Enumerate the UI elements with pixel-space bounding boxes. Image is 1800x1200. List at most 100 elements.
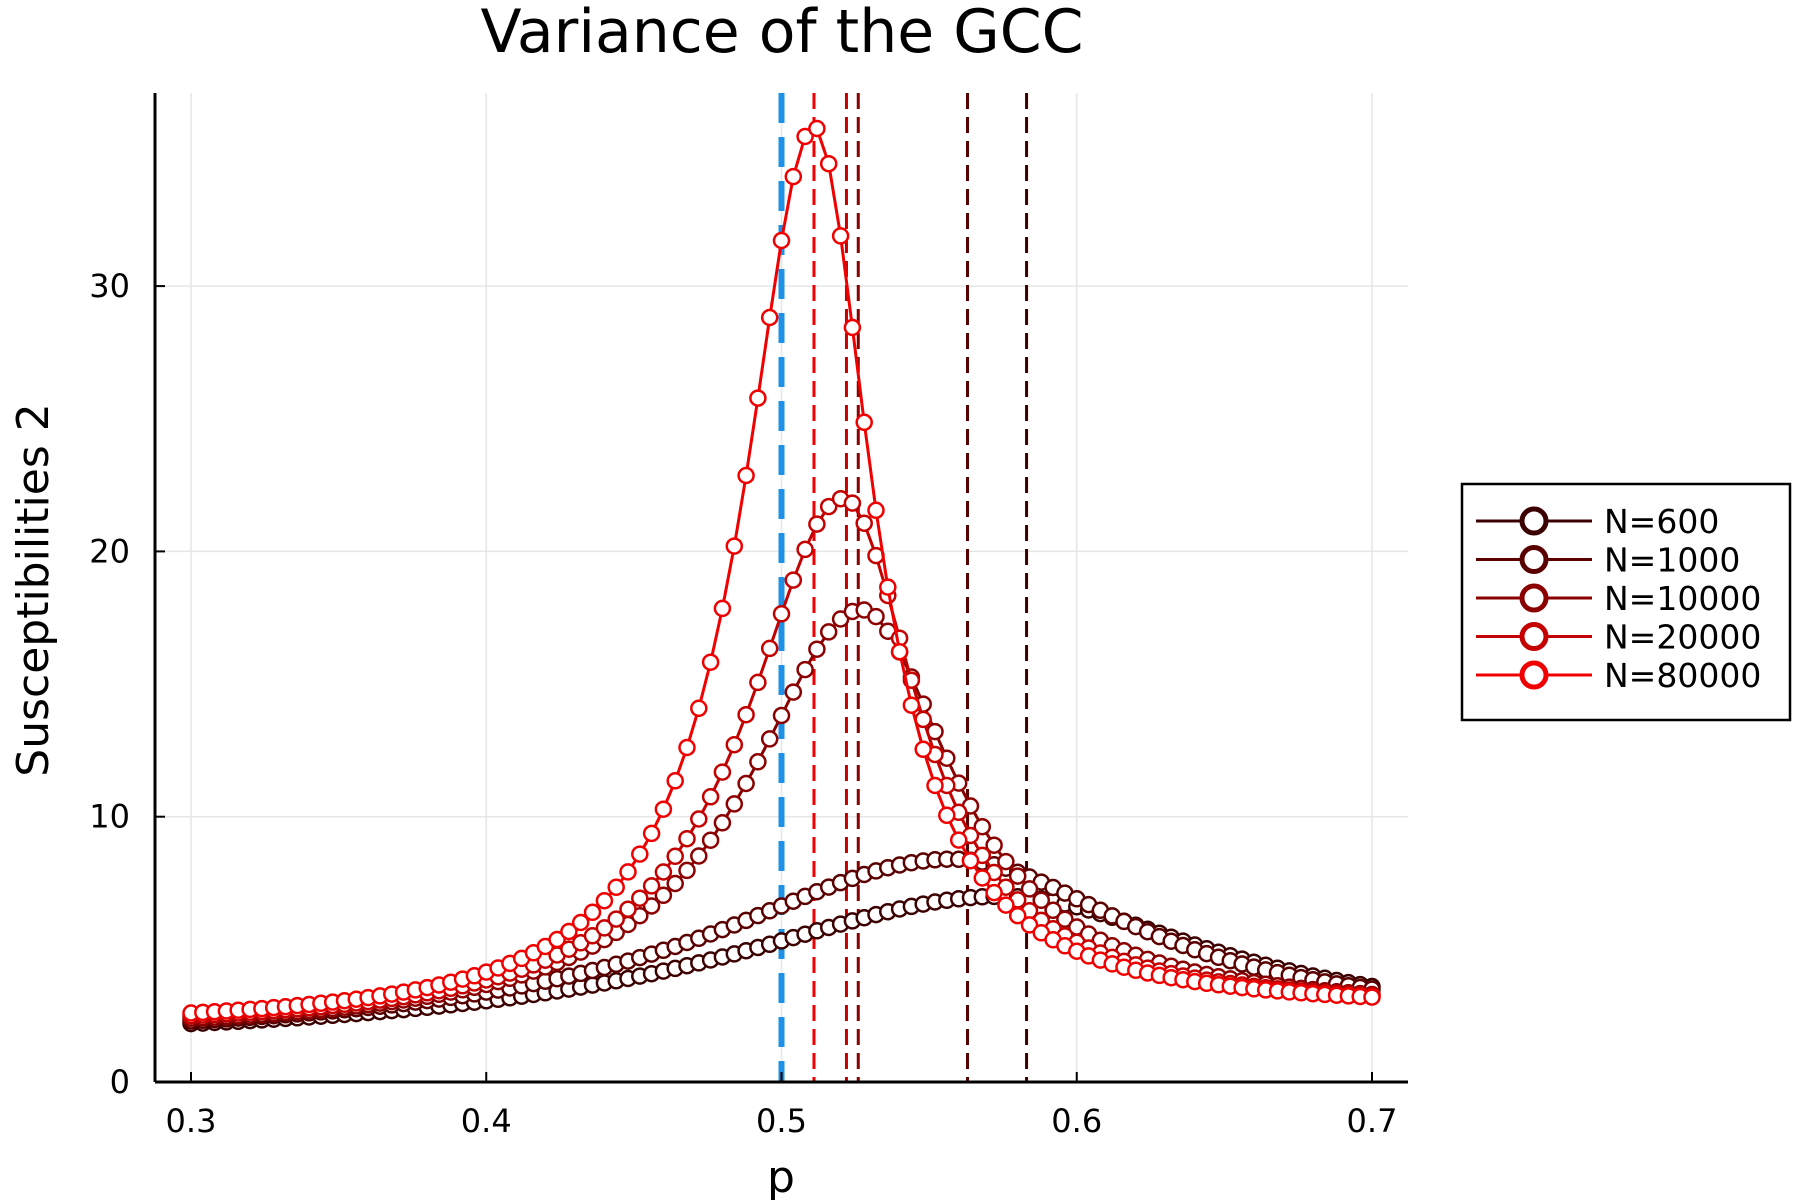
data-point — [713, 599, 732, 618]
data-point — [619, 900, 637, 918]
x-axis-label: p — [767, 1152, 795, 1200]
data-point — [631, 889, 649, 907]
data-point — [973, 817, 992, 836]
data-point — [808, 515, 826, 533]
data-point — [690, 810, 708, 828]
data-point — [713, 814, 732, 832]
data-point — [560, 922, 578, 941]
data-point — [583, 927, 602, 945]
data-point — [867, 607, 885, 626]
data-point — [867, 501, 885, 520]
data-point — [843, 318, 862, 337]
data-point — [737, 705, 755, 724]
data-point — [855, 514, 873, 532]
data-point — [631, 845, 649, 863]
data-point — [1032, 891, 1051, 910]
data-point — [808, 640, 826, 658]
y-axis-label: Susceptibilities 2 — [8, 403, 59, 776]
data-point — [772, 706, 791, 725]
data-point — [808, 119, 826, 138]
x-tick-label: 0.7 — [1347, 1102, 1398, 1140]
legend-marker — [1519, 583, 1549, 613]
data-point — [819, 154, 838, 173]
x-tick-label: 0.4 — [461, 1102, 512, 1140]
data-point — [642, 877, 661, 895]
data-point — [595, 891, 614, 910]
data-point — [949, 831, 968, 849]
series-layer — [182, 119, 1381, 1033]
data-point — [961, 851, 980, 870]
chart-title: Variance of the GCC — [481, 0, 1084, 67]
data-point — [654, 863, 673, 881]
data-point — [985, 883, 1003, 902]
data-point — [654, 886, 673, 905]
data-point — [796, 660, 814, 679]
data-point — [571, 913, 590, 932]
data-point — [595, 919, 614, 937]
legend-label: N=600 — [1604, 502, 1719, 541]
data-point — [796, 540, 814, 559]
data-point — [1020, 880, 1039, 898]
data-point — [879, 578, 897, 596]
data-point — [760, 730, 779, 748]
legend-marker — [1519, 545, 1549, 574]
data-point — [737, 774, 755, 793]
data-point — [666, 874, 684, 893]
data-point — [973, 869, 992, 887]
data-point — [749, 753, 767, 771]
data-point — [690, 847, 708, 865]
data-point — [772, 605, 791, 623]
data-point — [749, 389, 767, 407]
data-point — [690, 699, 708, 718]
data-point — [737, 466, 755, 485]
data-point — [855, 413, 873, 432]
legend-label: N=80000 — [1604, 656, 1761, 695]
y-tick-label: 0 — [110, 1063, 130, 1101]
data-point — [831, 227, 850, 245]
data-point — [619, 863, 637, 881]
data-point — [701, 831, 720, 849]
data-point — [701, 653, 720, 671]
data-point — [985, 836, 1003, 854]
data-point — [678, 861, 696, 880]
legend-label: N=10000 — [1604, 579, 1761, 618]
data-point — [642, 824, 661, 843]
data-point — [713, 763, 732, 781]
data-point — [666, 772, 684, 790]
x-ticks: 0.3 0.4 0.5 0.6 0.7 — [166, 1072, 1398, 1140]
legend-marker — [1519, 622, 1549, 651]
legend-marker — [1519, 506, 1549, 536]
data-point — [607, 910, 625, 928]
legend-label: N=20000 — [1604, 618, 1761, 657]
x-tick-label: 0.3 — [166, 1102, 217, 1140]
data-point — [607, 878, 625, 897]
data-point — [760, 639, 779, 658]
data-point — [749, 673, 767, 692]
data-point — [760, 308, 779, 327]
data-point — [997, 852, 1015, 871]
data-point — [890, 642, 909, 661]
data-point — [666, 847, 684, 866]
y-tick-label: 10 — [89, 798, 130, 836]
x-tick-label: 0.5 — [756, 1102, 807, 1140]
legend-marker — [1519, 660, 1549, 690]
legend-label: N=1000 — [1604, 541, 1740, 580]
data-point — [784, 571, 803, 589]
data-point — [725, 735, 744, 754]
data-point — [902, 696, 921, 714]
data-point — [819, 497, 838, 516]
data-point — [819, 623, 838, 641]
y-tick-label: 30 — [89, 267, 130, 305]
data-point — [1008, 867, 1027, 885]
data-point — [678, 738, 696, 757]
data-point — [701, 788, 720, 806]
data-point — [938, 806, 956, 825]
data-point — [583, 903, 602, 922]
data-point — [548, 930, 566, 949]
series-n-80000 — [182, 119, 1381, 1022]
data-point — [1363, 988, 1381, 1006]
data-point — [772, 231, 791, 250]
data-point — [1056, 910, 1074, 928]
